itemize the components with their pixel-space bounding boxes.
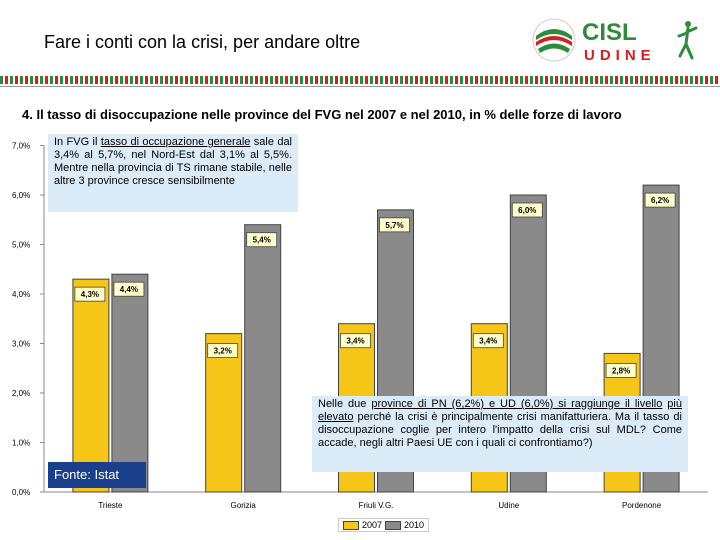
logo-bottom-text: UDINE: [584, 47, 656, 64]
data-label: 5,7%: [385, 221, 403, 230]
data-label-box: [605, 362, 637, 378]
data-label: 3,4%: [479, 337, 497, 346]
data-label: 5,4%: [253, 236, 271, 245]
y-tick-label: 5,0%: [12, 241, 30, 250]
logo-top-text: CISL: [582, 19, 637, 46]
data-label-box: [379, 217, 410, 233]
y-tick-label: 6,0%: [12, 191, 30, 200]
note-province: Nelle due province di PN (6,2%) e UD (6,…: [312, 396, 688, 472]
data-label-box: [511, 202, 543, 218]
x-tick-label: Trieste: [98, 501, 123, 510]
bar-2007: [205, 333, 243, 493]
legend-label-2010: 2010: [404, 520, 425, 530]
data-label: 6,0%: [518, 206, 536, 215]
logo-figure-icon: [677, 21, 698, 60]
chart-legend: 2007 2010: [338, 518, 430, 532]
page-title: Fare i conti con la crisi, per andare ol…: [44, 32, 361, 52]
data-label-box: [340, 333, 371, 349]
y-tick-label: 7,0%: [12, 142, 30, 151]
data-label-box: [246, 232, 278, 248]
x-tick-label: Friuli V.G.: [359, 501, 394, 510]
y-tick-label: 3,0%: [12, 340, 30, 349]
y-tick-label: 0,0%: [12, 488, 30, 497]
legend-label-2007: 2007: [362, 520, 383, 530]
data-label: 4,4%: [120, 285, 138, 294]
data-label-box: [113, 281, 145, 297]
x-tick-label: Pordenone: [622, 501, 662, 510]
header-divider-line: [0, 86, 720, 87]
data-label: 3,4%: [346, 337, 364, 346]
data-label-box: [74, 286, 106, 302]
x-tick-label: Gorizia: [231, 501, 257, 510]
chart-subtitle: 4. Il tasso di disoccupazione nelle prov…: [22, 107, 622, 122]
x-tick-label: Udine: [498, 501, 519, 510]
data-label: 2,8%: [612, 366, 630, 375]
data-label: 6,2%: [651, 196, 669, 205]
data-label: 4,3%: [81, 290, 99, 299]
data-label-box: [207, 343, 239, 359]
bar-2010: [111, 273, 149, 493]
y-tick-label: 2,0%: [12, 389, 30, 398]
data-label: 3,2%: [214, 347, 232, 356]
data-label-box: [472, 333, 504, 349]
note-occupazione: In FVG il tasso di occupazione generale …: [48, 134, 298, 212]
logo-emblem-icon: [532, 18, 576, 62]
data-label-box: [644, 192, 676, 208]
y-tick-label: 1,0%: [12, 439, 30, 448]
y-tick-label: 4,0%: [12, 290, 30, 299]
legend-swatch-2010: [385, 520, 402, 530]
cisl-udine-logo: CISL UDINE: [532, 18, 698, 64]
header-divider: [0, 76, 720, 84]
source-label: Fonte: Istat: [48, 462, 146, 488]
bar-2010: [244, 224, 282, 493]
legend-swatch-2007: [343, 520, 359, 530]
bar-2007: [72, 278, 110, 493]
